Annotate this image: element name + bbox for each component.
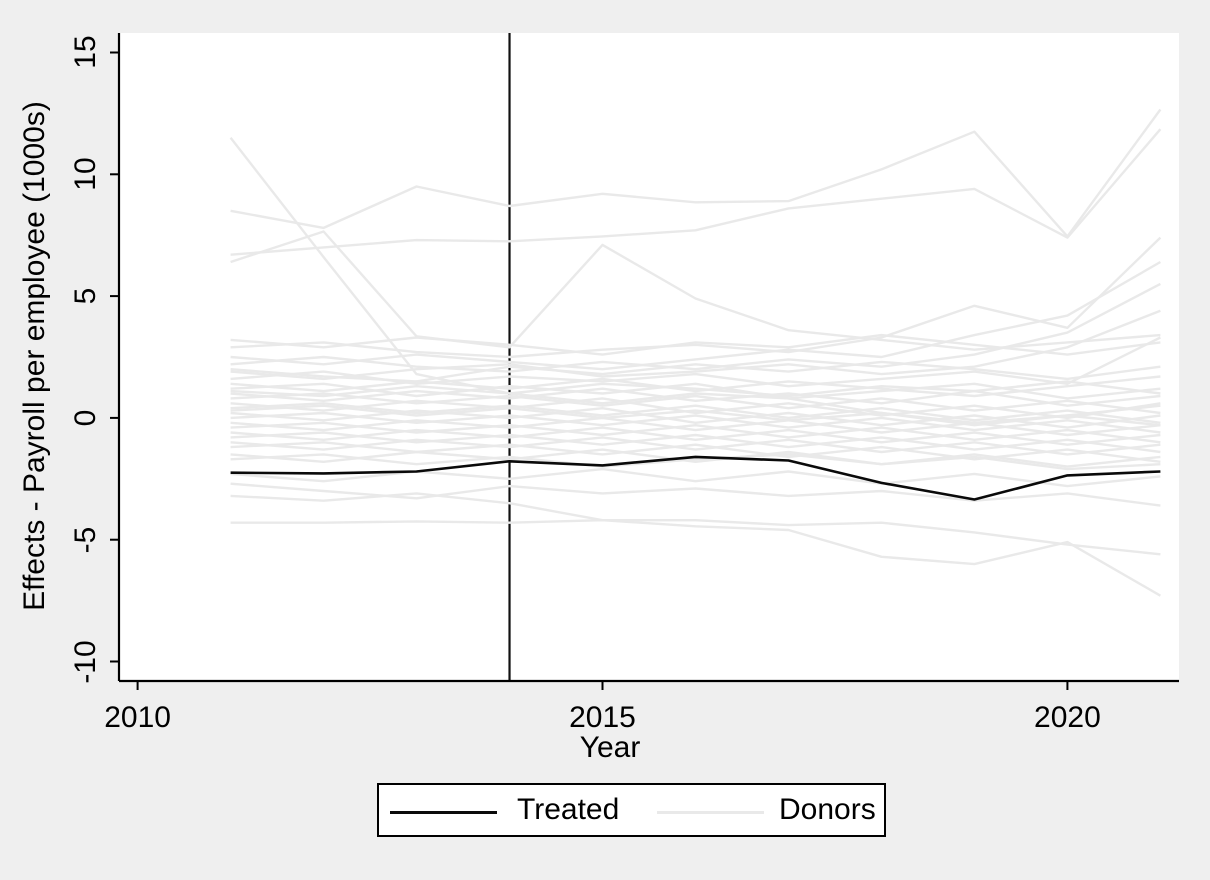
donor-line	[230, 333, 1161, 356]
donor-line	[230, 436, 1161, 456]
donor-line	[230, 380, 1161, 398]
donor-line	[230, 309, 1161, 381]
donors-legend-label: Donors	[779, 793, 876, 826]
donor-line	[230, 387, 1161, 407]
donor-line	[230, 441, 1161, 463]
donor-line	[230, 236, 1162, 359]
tick-marks	[110, 51, 1069, 690]
treated-legend-swatch	[390, 811, 497, 814]
donor-line	[230, 448, 1161, 468]
axis-layer	[110, 33, 1179, 690]
donor-line	[230, 360, 1161, 383]
donor-line	[230, 402, 1161, 424]
donor-line	[230, 416, 1161, 437]
donor-line	[230, 375, 1161, 398]
donors-legend-swatch	[657, 811, 764, 814]
donor-line	[230, 397, 1161, 420]
treated-line-layer	[230, 455, 1161, 501]
donor-line	[230, 426, 1161, 446]
donor-line	[230, 467, 1161, 488]
donor-line	[230, 453, 1161, 471]
donor-line	[230, 260, 1161, 371]
plot-area	[119, 33, 1179, 681]
donor-line	[230, 108, 1162, 238]
donor-line	[230, 128, 1162, 256]
treated-line	[230, 455, 1161, 501]
donor-line	[230, 519, 1161, 597]
donor-line	[229, 137, 1161, 427]
donor-line	[230, 392, 1161, 415]
treated-legend-label: Treated	[517, 793, 620, 826]
donor-lines-layer	[229, 108, 1162, 597]
donor-line	[230, 492, 1161, 556]
donor-line	[230, 404, 1161, 427]
legend: Treated Donors	[377, 783, 886, 837]
